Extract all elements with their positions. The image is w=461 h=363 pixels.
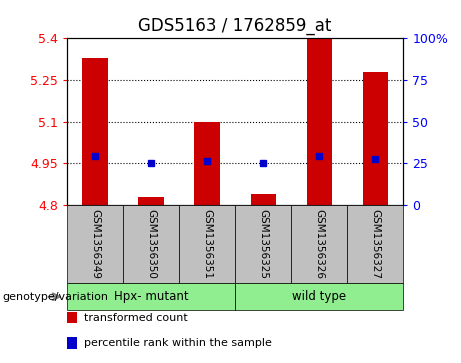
Text: GSM1356349: GSM1356349 [90, 209, 100, 279]
Text: GSM1356326: GSM1356326 [314, 209, 324, 279]
Text: percentile rank within the sample: percentile rank within the sample [84, 338, 272, 348]
Text: transformed count: transformed count [84, 313, 188, 323]
Text: GSM1356325: GSM1356325 [258, 209, 268, 279]
Bar [250, 194, 276, 205]
Bar [138, 197, 164, 205]
Title: GDS5163 / 1762859_at: GDS5163 / 1762859_at [138, 17, 332, 36]
Text: GSM1356351: GSM1356351 [202, 209, 212, 279]
Text: GSM1356327: GSM1356327 [370, 209, 380, 279]
Text: genotype/variation: genotype/variation [2, 292, 108, 302]
Text: GSM1356350: GSM1356350 [146, 209, 156, 279]
Bar [307, 38, 332, 205]
Bar [363, 72, 388, 205]
Bar [82, 58, 107, 205]
Bar [195, 122, 220, 205]
Text: wild type: wild type [292, 290, 346, 303]
Text: Hpx- mutant: Hpx- mutant [114, 290, 188, 303]
